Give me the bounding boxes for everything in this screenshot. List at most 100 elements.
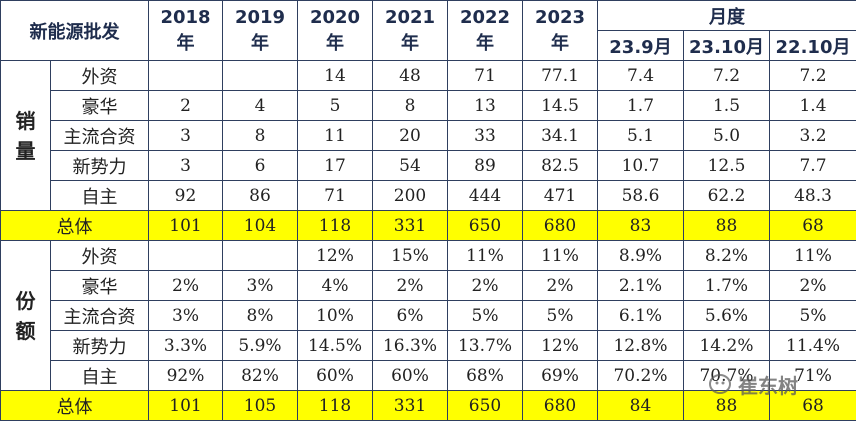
cell: 68% [447, 360, 523, 391]
year-suffix: 年 [326, 32, 344, 54]
cell: 70.7% [683, 360, 770, 391]
header-row: 新能源批发 2018 年 2019 年 2020 年 2021 年 2022 年 2023 年 月度 [0, 0, 856, 61]
cell: 33 [447, 120, 523, 151]
row-label: 自主 [50, 180, 149, 211]
cell: 5% [447, 300, 523, 331]
year-suffix: 年 [476, 32, 494, 54]
cell: 200 [372, 180, 448, 211]
cell: 20 [372, 120, 448, 151]
data-row: 豪华 2% 3% 4% 2% 2% 2% 2.1% 1.7% 2% [1, 270, 856, 301]
total-cell: 680 [522, 210, 598, 241]
data-row: 豪华 2 4 5 8 13 14.5 1.7 1.5 1.4 [1, 90, 856, 121]
total-cell: 83 [597, 210, 684, 241]
cell: 1.7% [683, 270, 770, 301]
year-suffix: 年 [401, 32, 419, 54]
cell: 11% [447, 240, 523, 271]
year-header: 2020 年 [297, 0, 373, 61]
cell: 3% [148, 300, 223, 331]
cell: 92 [148, 180, 223, 211]
cell: 444 [447, 180, 523, 211]
year: 2023 [534, 6, 586, 28]
cell: 1.7 [597, 90, 684, 121]
cell: 71 [447, 60, 523, 91]
cell: 7.2 [768, 60, 856, 91]
cell: 4% [297, 270, 373, 301]
cell: 1.5 [683, 90, 770, 121]
cell: 14.5% [297, 330, 373, 361]
month-header: 23.9月 [597, 30, 684, 61]
cell: 1.4 [768, 90, 856, 121]
watermark-icon [709, 374, 731, 394]
cell: 69% [522, 360, 598, 391]
cell: 8.2% [683, 240, 770, 271]
cell: 2% [522, 270, 598, 301]
year-suffix: 年 [251, 32, 269, 54]
cell: 2% [148, 270, 223, 301]
total-row: 总体 101 105 118 331 650 680 84 88 68 [0, 390, 856, 421]
cell: 12.8% [597, 330, 684, 361]
row-label: 豪华 [50, 90, 149, 121]
data-row: 自主 92 86 71 200 444 471 58.6 62.2 48.3 [1, 180, 856, 211]
cell: 14 [297, 60, 373, 91]
cell: 5% [522, 300, 598, 331]
total-cell: 88 [683, 210, 770, 241]
cell: 2 [148, 90, 223, 121]
cell [148, 60, 223, 91]
cell: 12% [522, 330, 598, 361]
data-row: 销量 外资 14 48 71 77.1 7.4 7.2 7.2 [0, 60, 856, 211]
cell: 6% [372, 300, 448, 331]
cell: 8 [372, 90, 448, 121]
cell: 8.9% [597, 240, 684, 271]
header-title: 新能源批发 [0, 0, 149, 61]
total-cell: 118 [297, 210, 373, 241]
cell: 7.7 [768, 150, 856, 181]
total-cell: 84 [597, 390, 684, 421]
year-header: 2021 年 [372, 0, 448, 61]
cell: 58.6 [597, 180, 684, 211]
cell: 60% [297, 360, 373, 391]
cell: 11.4% [768, 330, 856, 361]
cell: 12% [297, 240, 373, 271]
row-label: 主流合资 [50, 120, 149, 151]
cell: 4 [222, 90, 298, 121]
cell: 11% [522, 240, 598, 271]
cell: 7.2 [683, 60, 770, 91]
data-row: 主流合资 3% 8% 10% 6% 5% 5% 6.1% 5.6% 5% [1, 300, 856, 331]
row-label: 自主 [50, 360, 149, 391]
cell: 2% [372, 270, 448, 301]
cell: 70.2% [597, 360, 684, 391]
cell: 471 [522, 180, 598, 211]
cell: 62.2 [683, 180, 770, 211]
data-row: 新势力 3.3% 5.9% 14.5% 16.3% 13.7% 12% 12.8% 14.2% 1… [1, 330, 856, 361]
total-cell: 68 [768, 210, 856, 241]
cell: 5.1 [597, 120, 684, 151]
year: 2018 [160, 6, 211, 28]
cell: 13.7% [447, 330, 523, 361]
cell: 48 [372, 60, 448, 91]
total-cell: 101 [148, 390, 223, 421]
cell: 6 [222, 150, 298, 181]
total-cell: 331 [372, 210, 448, 241]
cell: 12.5 [683, 150, 770, 181]
cell: 3.2 [768, 120, 856, 151]
total-cell: 105 [222, 390, 298, 421]
cell: 5.6% [683, 300, 770, 331]
row-label: 外资 [50, 240, 149, 271]
cell: 77.1 [522, 60, 598, 91]
cell: 3 [148, 150, 223, 181]
section-label-text: 份额 [15, 288, 36, 343]
month-header: 23.10月 [683, 30, 770, 61]
row-label: 新势力 [50, 330, 149, 361]
month-group-header: 月度 [596, 0, 856, 31]
row-label: 主流合资 [50, 300, 149, 331]
cell: 5.9% [222, 330, 298, 361]
data-row: 新势力 3 6 17 54 89 82.5 10.7 12.5 7.7 [1, 150, 856, 181]
cell: 34.1 [522, 120, 598, 151]
data-row: 自主 92% 82% 60% 60% 68% 69% 70.2% 70.7% 71% [1, 360, 856, 391]
total-cell: 101 [148, 210, 223, 241]
cell: 3.3% [148, 330, 223, 361]
year: 2019 [234, 6, 286, 28]
cell: 6.1% [597, 300, 684, 331]
year-header: 2022 年 [447, 0, 523, 61]
